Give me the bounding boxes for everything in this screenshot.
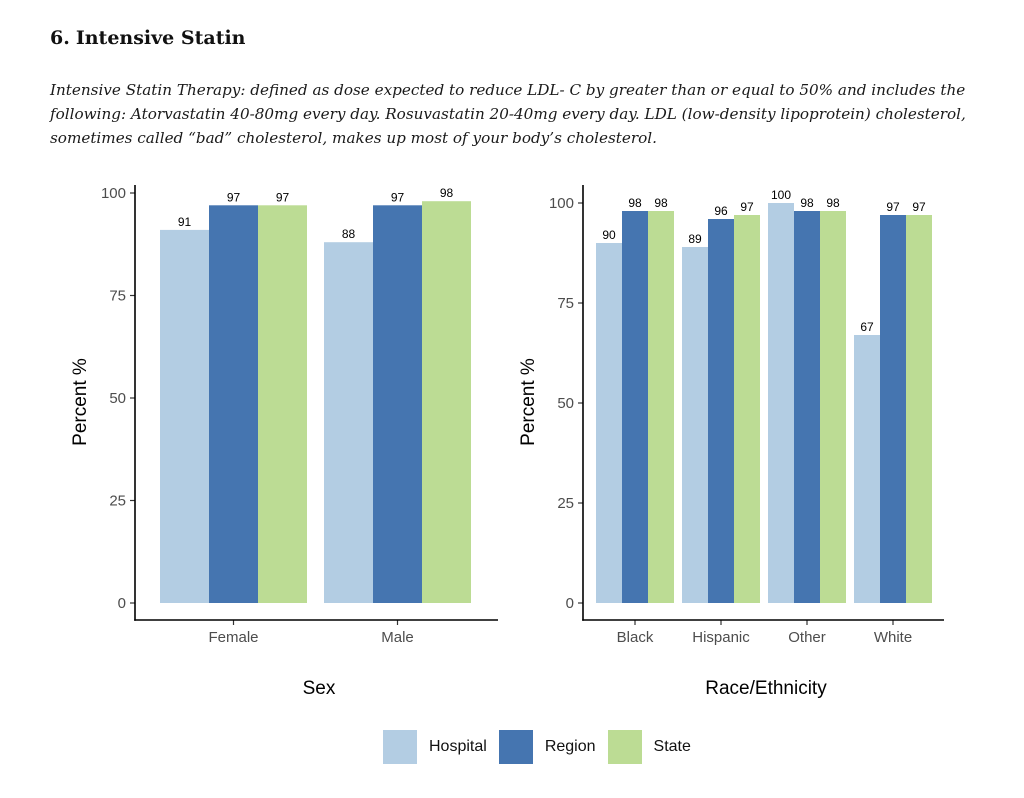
x-tick-label-black: Black bbox=[617, 629, 654, 646]
data-label-state-male: 98 bbox=[440, 186, 454, 200]
legend: Hospital Region State bbox=[383, 729, 703, 765]
y-tick-label-50: 50 bbox=[557, 395, 574, 412]
data-label-hospital-female: 91 bbox=[178, 215, 192, 229]
y-tick-label-50: 50 bbox=[109, 390, 126, 407]
bar-region-hispanic bbox=[708, 219, 734, 603]
data-label-hospital-white: 67 bbox=[860, 320, 874, 334]
legend-swatch-region bbox=[498, 730, 533, 764]
y-tick-label-100: 100 bbox=[101, 185, 126, 202]
bar-state-female bbox=[258, 205, 307, 604]
bar-region-white bbox=[880, 215, 906, 603]
data-label-hospital-other: 100 bbox=[771, 188, 791, 202]
legend-item-state: State bbox=[607, 730, 691, 764]
bar-state-hispanic bbox=[734, 215, 760, 603]
x-tick-label-white: White bbox=[874, 629, 912, 646]
x-tick-label-other: Other bbox=[788, 629, 826, 646]
bar-hospital-other bbox=[768, 203, 794, 603]
data-label-hospital-black: 90 bbox=[602, 228, 616, 242]
bar-hospital-black bbox=[596, 243, 622, 603]
bar-region-black bbox=[622, 211, 648, 603]
x-axis-title: Sex bbox=[303, 678, 336, 699]
section-description: Intensive Statin Therapy: defined as dos… bbox=[50, 81, 966, 147]
y-tick-label-25: 25 bbox=[109, 493, 126, 510]
bar-hospital-female bbox=[160, 229, 209, 603]
data-label-region-hispanic: 96 bbox=[714, 204, 728, 218]
legend-swatch-state bbox=[607, 730, 642, 764]
bar-state-white bbox=[906, 215, 932, 603]
y-axis-title: Percent % bbox=[70, 358, 91, 446]
legend-item-hospital: Hospital bbox=[383, 730, 487, 764]
bar-region-female bbox=[209, 205, 258, 604]
section-heading: 6. Intensive Statin bbox=[50, 27, 246, 49]
bar-state-other bbox=[820, 211, 846, 603]
x-tick-label-hispanic: Hispanic bbox=[692, 629, 750, 646]
bar-state-black bbox=[648, 211, 674, 603]
bar-region-male bbox=[373, 205, 422, 604]
y-tick-label-25: 25 bbox=[557, 495, 574, 512]
y-tick-label-0: 0 bbox=[566, 595, 574, 612]
legend-swatch-hospital bbox=[383, 730, 417, 764]
x-tick-label-male: Male bbox=[381, 629, 414, 646]
section-title: Intensive Statin bbox=[75, 27, 246, 49]
data-label-state-black: 98 bbox=[654, 196, 668, 210]
data-label-hospital-male: 88 bbox=[342, 227, 356, 241]
data-label-region-female: 97 bbox=[227, 190, 241, 204]
data-label-region-other: 98 bbox=[800, 196, 814, 210]
y-tick-label-75: 75 bbox=[109, 288, 126, 305]
bar-region-other bbox=[794, 211, 820, 603]
bar-hospital-hispanic bbox=[682, 247, 708, 603]
section-number: 6. bbox=[50, 27, 70, 49]
bar-hospital-male bbox=[324, 242, 373, 603]
data-label-region-male: 97 bbox=[391, 190, 405, 204]
data-label-region-white: 97 bbox=[886, 200, 900, 214]
y-axis-title: Percent % bbox=[518, 358, 539, 446]
data-label-state-white: 97 bbox=[912, 200, 926, 214]
data-label-region-black: 98 bbox=[628, 196, 642, 210]
data-label-state-other: 98 bbox=[826, 196, 840, 210]
x-axis-title: Race/Ethnicity bbox=[705, 678, 827, 699]
data-label-state-hispanic: 97 bbox=[740, 200, 754, 214]
legend-label-region: Region bbox=[544, 738, 596, 755]
legend-label-state: State bbox=[653, 738, 691, 755]
data-label-hospital-hispanic: 89 bbox=[688, 232, 702, 246]
y-tick-label-100: 100 bbox=[549, 195, 574, 212]
bar-state-male bbox=[422, 201, 471, 603]
data-label-state-female: 97 bbox=[276, 190, 290, 204]
bar-hospital-white bbox=[854, 335, 880, 603]
y-tick-label-75: 75 bbox=[557, 295, 574, 312]
legend-item-region: Region bbox=[498, 730, 596, 764]
legend-label-hospital: Hospital bbox=[429, 738, 487, 755]
y-tick-label-0: 0 bbox=[118, 595, 126, 612]
x-tick-label-female: Female bbox=[208, 629, 258, 646]
